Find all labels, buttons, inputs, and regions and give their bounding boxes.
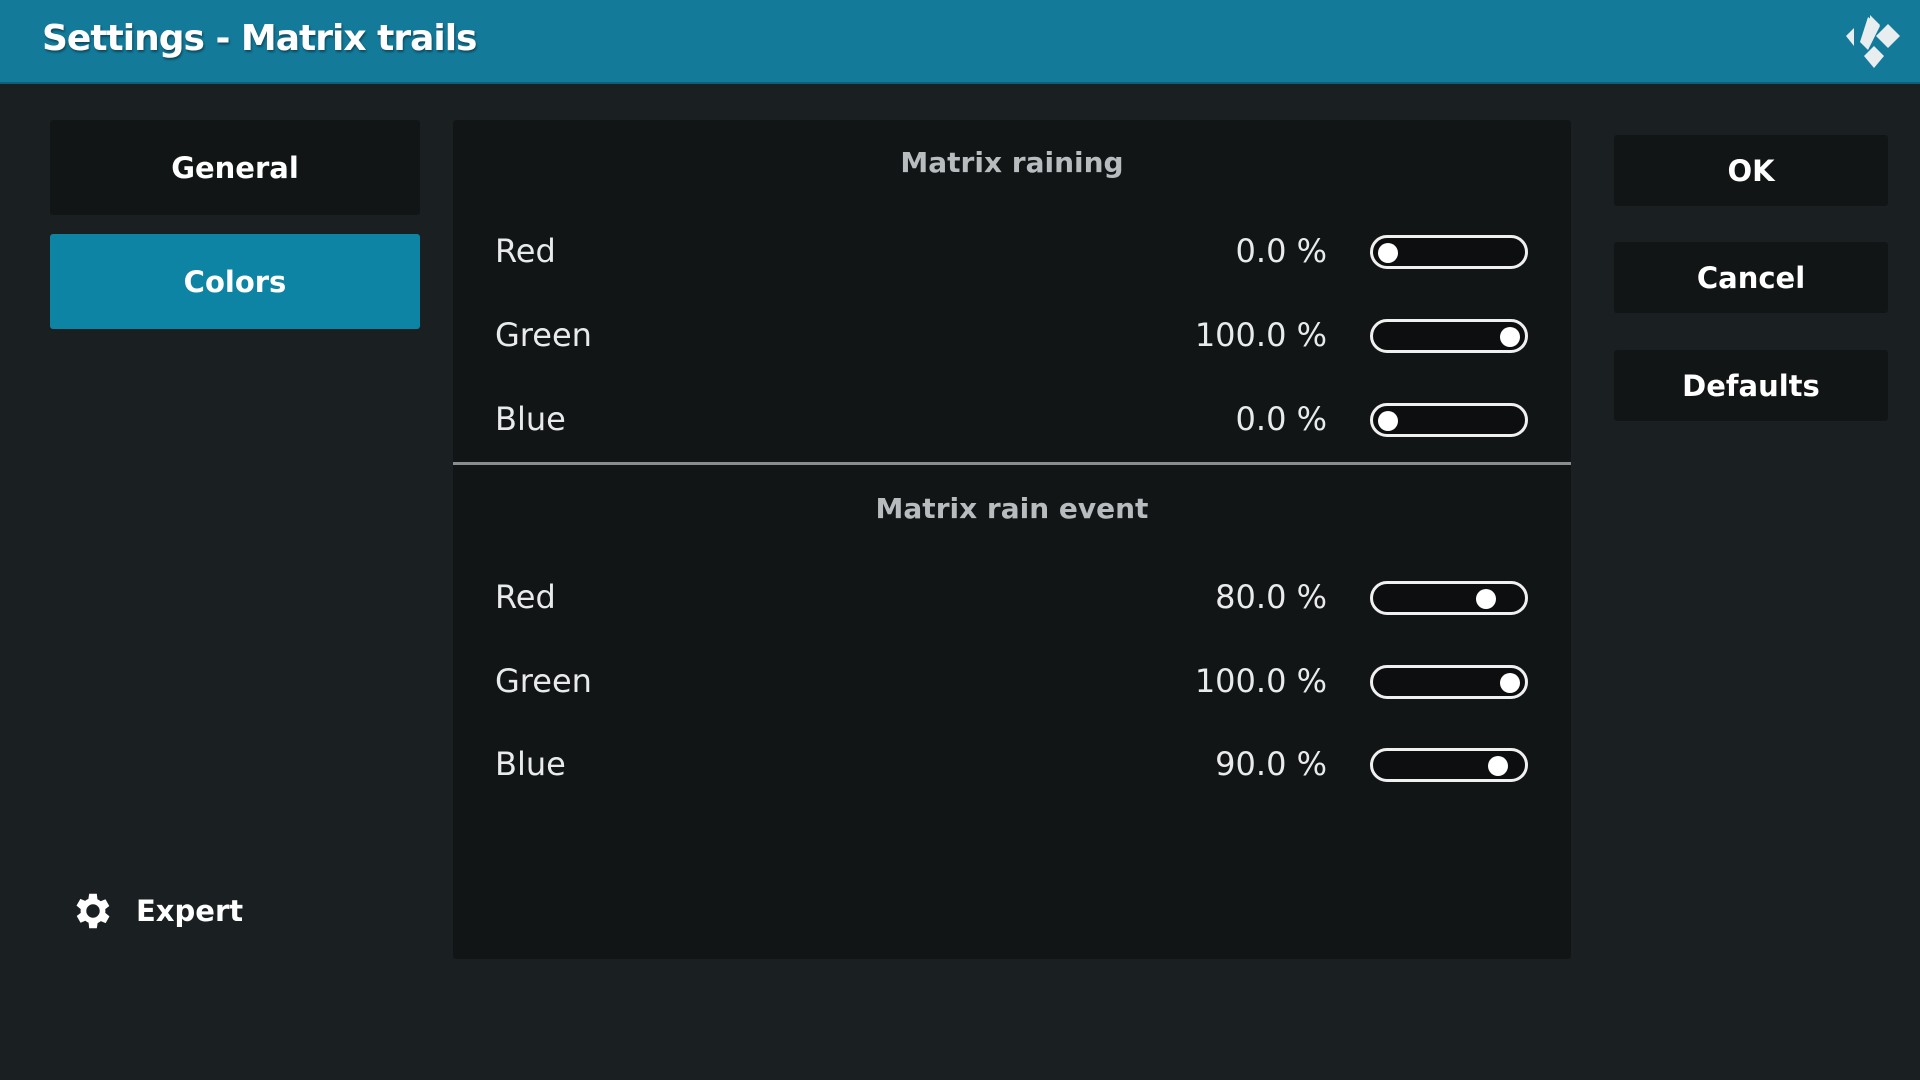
setting-row[interactable]: Red 0.0 % — [453, 212, 1571, 292]
setting-label: Green — [495, 316, 592, 354]
slider[interactable] — [1370, 581, 1528, 615]
setting-row[interactable]: Red 80.0 % — [453, 558, 1571, 638]
cancel-label: Cancel — [1696, 260, 1806, 295]
ok-label: OK — [1727, 153, 1775, 188]
setting-row[interactable]: Green 100.0 % — [453, 296, 1571, 376]
gear-icon — [76, 893, 110, 929]
window-title: Settings - Matrix trails — [42, 18, 477, 59]
slider-knob[interactable] — [1378, 243, 1398, 263]
slider-knob[interactable] — [1500, 327, 1520, 347]
setting-row[interactable]: Blue 0.0 % — [453, 380, 1571, 460]
slider-knob[interactable] — [1475, 589, 1496, 609]
setting-value: 80.0 % — [1215, 578, 1327, 616]
cancel-button[interactable]: Cancel — [1614, 242, 1888, 313]
slider[interactable] — [1370, 403, 1528, 437]
slider-knob[interactable] — [1487, 756, 1508, 776]
setting-label: Red — [495, 578, 556, 616]
ok-button[interactable]: OK — [1614, 135, 1888, 206]
setting-value: 100.0 % — [1194, 316, 1327, 354]
expert-toggle[interactable]: Expert — [70, 888, 243, 934]
kodi-logo-icon — [1846, 15, 1900, 68]
setting-value: 0.0 % — [1235, 232, 1327, 270]
category-general[interactable]: General — [50, 120, 420, 215]
category-label: General — [171, 150, 299, 185]
section-divider — [453, 462, 1571, 465]
category-label: Colors — [183, 264, 287, 299]
setting-value: 0.0 % — [1235, 400, 1327, 438]
setting-label: Red — [495, 232, 556, 270]
defaults-label: Defaults — [1682, 368, 1820, 403]
slider[interactable] — [1370, 665, 1528, 699]
category-colors[interactable]: Colors — [50, 234, 420, 329]
setting-value: 90.0 % — [1215, 745, 1327, 783]
setting-label: Blue — [495, 400, 566, 438]
header: Settings - Matrix trails — [0, 0, 1920, 84]
section-title: Matrix raining — [900, 146, 1124, 179]
setting-label: Green — [495, 662, 592, 700]
slider[interactable] — [1370, 235, 1528, 269]
settings-panel: Matrix raining Red 0.0 % Green 100.0 % Blu… — [453, 120, 1571, 959]
setting-label: Blue — [495, 745, 566, 783]
section-title: Matrix rain event — [875, 492, 1149, 525]
slider-knob[interactable] — [1500, 673, 1520, 693]
setting-row[interactable]: Green 100.0 % — [453, 642, 1571, 722]
setting-value: 100.0 % — [1194, 662, 1327, 700]
slider[interactable] — [1370, 319, 1528, 353]
slider-knob[interactable] — [1378, 411, 1398, 431]
setting-row[interactable]: Blue 90.0 % — [453, 725, 1571, 805]
defaults-button[interactable]: Defaults — [1614, 350, 1888, 421]
slider[interactable] — [1370, 748, 1528, 782]
expert-label: Expert — [136, 894, 244, 928]
